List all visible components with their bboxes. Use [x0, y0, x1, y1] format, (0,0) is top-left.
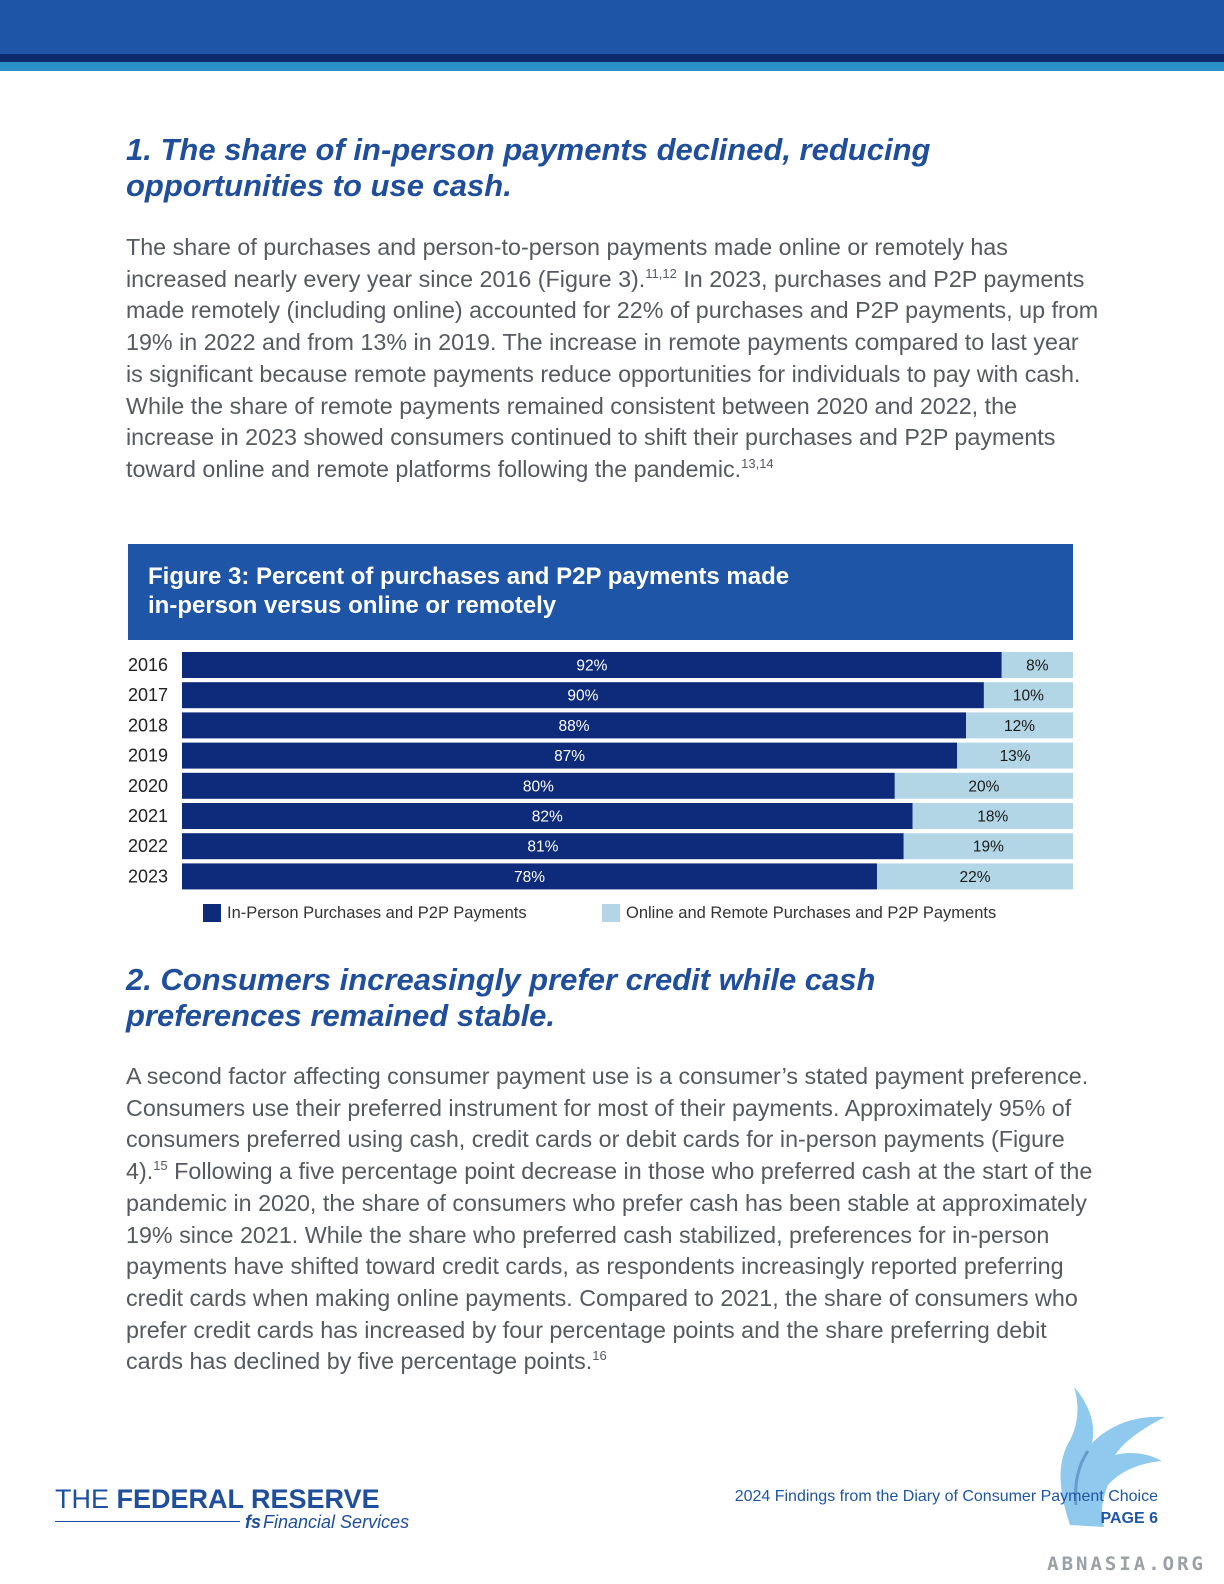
legend-swatch-in-person [203, 904, 221, 922]
section1-paragraph: The share of purchases and person-to-per… [126, 232, 1101, 486]
bar-2023-online [876, 863, 1073, 890]
data-label-2017-online: 10% [1013, 688, 1044, 705]
section2-paragraph: A second factor affecting consumer payme… [126, 1061, 1101, 1378]
logo-rule [55, 1521, 240, 1522]
federal-reserve-logo: THE FEDERAL RESERVE fs Financial Services [55, 1484, 415, 1536]
section1-heading-line1: 1. The share of in-person payments decli… [126, 132, 931, 167]
year-label-2020: 2020 [128, 776, 168, 796]
logo-wordmark: THE FEDERAL RESERVE [55, 1484, 415, 1514]
bird-watermark-icon [1060, 1387, 1165, 1527]
figure3-title-line1: Figure 3: Percent of purchases and P2P p… [148, 563, 790, 590]
data-label-2021-online: 18% [977, 809, 1008, 826]
data-label-2021-in-person: 82% [532, 809, 563, 826]
page-number: PAGE 6 [1100, 1510, 1159, 1527]
legend-item-in-person: In-Person Purchases and P2P Payments [203, 902, 527, 924]
figure3-title: Figure 3: Percent of purchases and P2P p… [148, 562, 908, 620]
section1-para-text-a: The share of purchases and person-to-per… [126, 234, 1008, 292]
section2-para-text-b: Following a five percentage point decrea… [126, 1158, 1093, 1375]
year-label-2017: 2017 [128, 685, 168, 705]
bar-2022-in-person [182, 833, 904, 860]
report-title: 2024 Findings from the Diary of Consumer… [734, 1488, 1158, 1505]
year-label-2021: 2021 [128, 806, 168, 826]
data-label-2022-in-person: 81% [527, 839, 558, 856]
figure3-header: Figure 3: Percent of purchases and P2P p… [128, 544, 1073, 640]
section2-heading-line2: preferences remained stable. [126, 998, 556, 1033]
header-stripe-light [0, 62, 1224, 71]
data-label-2020-in-person: 80% [523, 778, 554, 795]
bar-2018-online [966, 712, 1073, 739]
header-band [0, 0, 1224, 54]
logo-subtitle: fs Financial Services [245, 1512, 409, 1533]
bar-2016-in-person [182, 652, 1002, 678]
section2-heading-line1: 2. Consumers increasingly prefer credit … [126, 962, 876, 997]
footnote-ref-16[interactable]: 16 [592, 1348, 607, 1364]
data-label-2017-in-person: 90% [567, 688, 598, 705]
bar-2021-online [912, 803, 1073, 829]
logo-subtitle-text: Financial Services [263, 1512, 410, 1532]
section1-para-text-b: In 2023, purchases and P2P payments made… [126, 265, 1099, 482]
section2-para-text-a: A second factor affecting consumer payme… [126, 1063, 1089, 1185]
financial-services-icon: fs [245, 1512, 262, 1532]
bar-2019-in-person [182, 742, 958, 769]
bar-2023-in-person [182, 863, 877, 890]
data-label-2023-online: 22% [959, 869, 990, 886]
bar-2017-in-person [182, 682, 984, 709]
legend-item-online: Online and Remote Purchases and P2P Paym… [602, 902, 996, 924]
data-label-2018-in-person: 88% [559, 718, 590, 735]
year-label-2019: 2019 [128, 746, 168, 766]
figure3-title-line2: in-person versus online or remotely [148, 592, 557, 619]
year-label-2018: 2018 [128, 715, 168, 735]
data-label-2018-online: 12% [1004, 718, 1035, 735]
logo-the: THE [55, 1484, 109, 1514]
logo-name: FEDERAL RESERVE [116, 1484, 380, 1514]
bar-2022-online [903, 833, 1073, 860]
data-label-2020-online: 20% [968, 778, 999, 795]
data-label-2022-online: 19% [973, 839, 1004, 856]
bar-2018-in-person [182, 712, 967, 739]
data-label-2016-online: 8% [1026, 658, 1049, 675]
bar-2021-in-person [182, 803, 913, 829]
bar-2019-online [957, 742, 1073, 769]
data-label-2019-online: 13% [1000, 748, 1031, 765]
data-label-2023-in-person: 78% [514, 869, 545, 886]
legend-swatch-online [602, 904, 620, 922]
watermark-text: ABNASIA.ORG [1047, 1553, 1206, 1575]
section1-heading-line2: opportunities to use cash. [126, 168, 512, 203]
footnote-ref-13-14[interactable]: 13,14 [741, 456, 774, 472]
bar-2017-online [983, 682, 1073, 709]
legend-label-in-person: In-Person Purchases and P2P Payments [227, 903, 527, 922]
footnote-ref-11-12[interactable]: 11,12 [645, 265, 677, 281]
section1-heading: 1. The share of in-person payments decli… [126, 132, 1086, 204]
bar-2020-in-person [182, 772, 895, 799]
legend-label-online: Online and Remote Purchases and P2P Paym… [626, 903, 997, 922]
year-label-2016: 2016 [128, 655, 168, 675]
section2-heading: 2. Consumers increasingly prefer credit … [126, 962, 1086, 1034]
bar-2016-online [1001, 652, 1073, 678]
figure3-chart: 2016 92% 8%2017 90% 10%2018 88% 12%2019 87% 13%2… [128, 652, 1073, 890]
data-label-2016-in-person: 92% [576, 658, 607, 675]
year-label-2023: 2023 [128, 866, 168, 886]
bar-2020-online [894, 772, 1073, 799]
header-stripe-dark [0, 54, 1224, 62]
footnote-ref-15[interactable]: 15 [153, 1158, 168, 1174]
data-label-2019-in-person: 87% [554, 748, 585, 765]
year-label-2022: 2022 [128, 836, 168, 856]
